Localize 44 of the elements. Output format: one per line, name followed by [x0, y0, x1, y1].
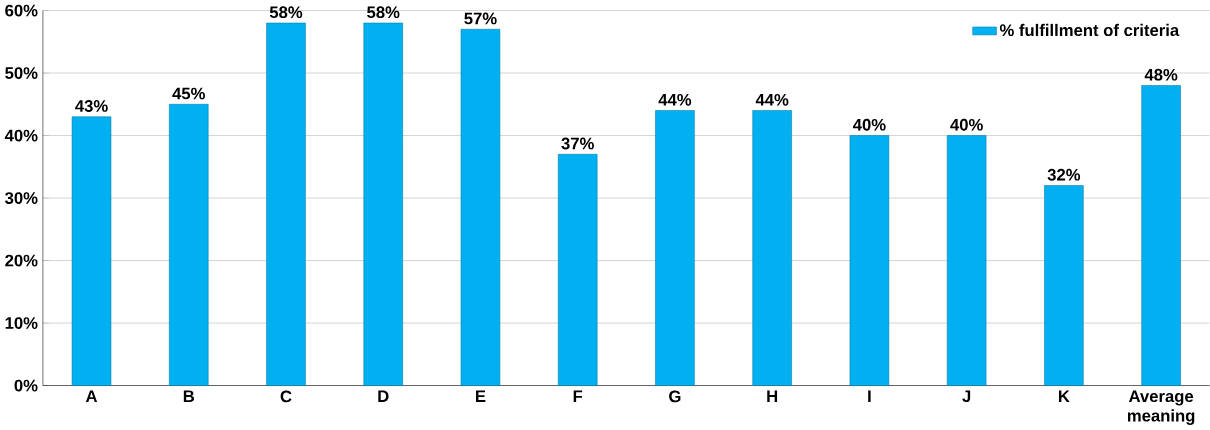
x-tick-label: G [669, 390, 681, 403]
y-tick-label: 50% [5, 67, 38, 80]
bar [363, 22, 403, 387]
x-tick-label: K [1058, 390, 1070, 403]
legend-label: % fulfillment of criteria [999, 24, 1180, 37]
x-tick-label: B [183, 390, 195, 403]
bar [266, 22, 306, 387]
bar [1141, 85, 1181, 387]
data-label: 40% [852, 119, 886, 131]
bar [460, 29, 501, 387]
bar [752, 110, 792, 387]
y-tick-label: 10% [5, 317, 38, 330]
bar [169, 104, 209, 387]
x-tick-label: J [962, 390, 971, 403]
y-tick-label: 20% [5, 254, 38, 267]
data-label: 57% [464, 12, 497, 25]
data-label: 48% [1144, 69, 1178, 81]
bar [849, 135, 890, 387]
data-label: 37% [561, 137, 594, 150]
x-tick-label: A [85, 390, 98, 403]
bar [1044, 185, 1084, 387]
data-label: 58% [367, 6, 400, 19]
data-label: 44% [755, 94, 789, 106]
data-label: 32% [1047, 169, 1081, 181]
x-tick-label: Average meaning [1127, 390, 1195, 426]
y-tick-label: 60% [5, 4, 38, 17]
bar [71, 116, 112, 387]
x-tick-label: H [767, 390, 778, 403]
data-label: 45% [172, 87, 205, 100]
x-tick-label: I [868, 390, 871, 403]
x-tick-label: C [280, 390, 292, 403]
x-tick-label: F [573, 390, 583, 403]
bar [557, 154, 598, 387]
y-tick-label: 0% [14, 379, 38, 392]
x-tick-label: E [476, 390, 486, 403]
x-tick-label: D [378, 390, 389, 403]
data-label: 58% [269, 6, 303, 19]
data-label: 43% [75, 100, 108, 113]
data-label: 40% [950, 119, 983, 131]
y-tick-label: 30% [5, 192, 38, 205]
bar [946, 135, 987, 387]
data-label: 44% [658, 94, 692, 106]
y-tick-label: 40% [4, 129, 38, 142]
bar [655, 110, 695, 387]
